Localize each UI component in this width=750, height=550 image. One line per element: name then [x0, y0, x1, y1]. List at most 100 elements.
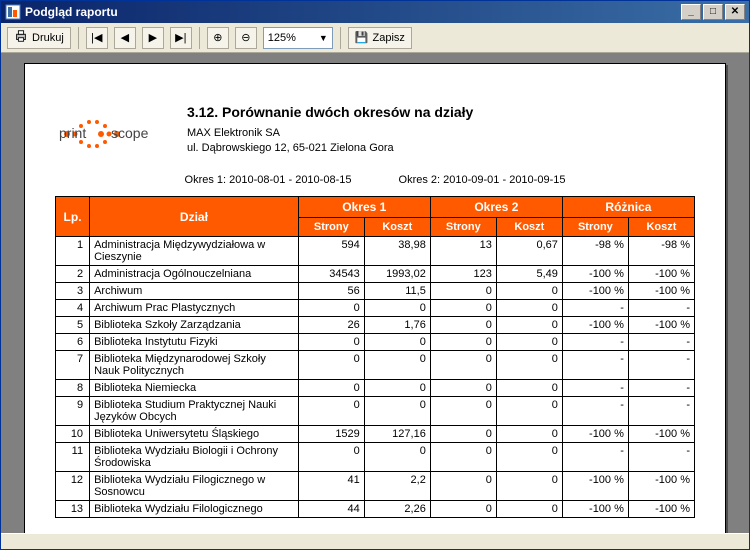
- last-page-icon: ▶|: [175, 31, 186, 44]
- minimize-button[interactable]: _: [681, 4, 701, 20]
- zoom-out-button[interactable]: ⊖: [235, 27, 257, 49]
- cell-r-koszt: -100 %: [628, 283, 694, 300]
- cell-o1-strony: 0: [298, 443, 364, 472]
- cell-o1-koszt: 0: [364, 380, 430, 397]
- th-koszt: Koszt: [364, 218, 430, 237]
- cell-o2-strony: 0: [430, 351, 496, 380]
- zoom-combo[interactable]: 125% ▼: [263, 27, 333, 49]
- cell-r-koszt: -100 %: [628, 472, 694, 501]
- last-page-button[interactable]: ▶|: [170, 27, 192, 49]
- cell-o1-koszt: 2,2: [364, 472, 430, 501]
- window-system-buttons: _ □ ✕: [681, 4, 745, 20]
- cell-lp: 4: [56, 300, 90, 317]
- cell-o2-strony: 0: [430, 300, 496, 317]
- cell-r-koszt: -: [628, 380, 694, 397]
- window-title: Podgląd raportu: [25, 5, 118, 19]
- cell-name: Biblioteka Studium Praktycznej Nauki Jęz…: [90, 397, 299, 426]
- cell-o1-strony: 0: [298, 334, 364, 351]
- cell-lp: 9: [56, 397, 90, 426]
- table-row: 5Biblioteka Szkoły Zarządzania261,7600-1…: [56, 317, 695, 334]
- cell-name: Archiwum: [90, 283, 299, 300]
- table-row: 2Administracja Ogólnouczelniana345431993…: [56, 266, 695, 283]
- cell-o1-strony: 34543: [298, 266, 364, 283]
- cell-o2-strony: 123: [430, 266, 496, 283]
- cell-o2-koszt: 0: [496, 501, 562, 518]
- cell-o1-strony: 26: [298, 317, 364, 334]
- save-icon: 💾: [355, 31, 369, 44]
- cell-r-koszt: -100 %: [628, 317, 694, 334]
- cell-o1-koszt: 1993,02: [364, 266, 430, 283]
- cell-o2-koszt: 0: [496, 380, 562, 397]
- cell-lp: 7: [56, 351, 90, 380]
- th-strony: Strony: [562, 218, 628, 237]
- table-row: 13Biblioteka Wydziału Filologicznego442,…: [56, 501, 695, 518]
- maximize-button[interactable]: □: [703, 4, 723, 20]
- chevron-down-icon: ▼: [319, 33, 328, 43]
- cell-r-strony: -: [562, 397, 628, 426]
- th-roznica: Różnica: [562, 197, 694, 218]
- printer-icon: [14, 29, 28, 46]
- cell-r-koszt: -100 %: [628, 426, 694, 443]
- cell-o1-strony: 56: [298, 283, 364, 300]
- cell-name: Administracja Międzywydziałowa w Cieszyn…: [90, 237, 299, 266]
- cell-o2-koszt: 0: [496, 283, 562, 300]
- th-dzial: Dział: [90, 197, 299, 237]
- table-row: 11Biblioteka Wydziału Biologii i Ochrony…: [56, 443, 695, 472]
- table-row: 9Biblioteka Studium Praktycznej Nauki Ję…: [56, 397, 695, 426]
- cell-o1-koszt: 127,16: [364, 426, 430, 443]
- cell-o2-koszt: 0: [496, 426, 562, 443]
- cell-r-koszt: -: [628, 300, 694, 317]
- next-page-button[interactable]: ▶: [142, 27, 164, 49]
- cell-r-koszt: -: [628, 351, 694, 380]
- report-title: 3.12. Porównanie dwóch okresów na działy: [187, 104, 473, 120]
- cell-o1-koszt: 0: [364, 443, 430, 472]
- close-button[interactable]: ✕: [725, 4, 745, 20]
- save-label: Zapisz: [373, 32, 405, 44]
- cell-o1-koszt: 0: [364, 351, 430, 380]
- cell-r-koszt: -: [628, 443, 694, 472]
- period2-label: Okres 2: 2010-09-01 - 2010-09-15: [399, 174, 566, 186]
- cell-o1-koszt: 0: [364, 334, 430, 351]
- table-row: 6Biblioteka Instytutu Fizyki0000--: [56, 334, 695, 351]
- cell-o2-koszt: 5,49: [496, 266, 562, 283]
- company-address: ul. Dąbrowskiego 12, 65-021 Zielona Gora: [187, 141, 473, 156]
- cell-r-strony: -: [562, 300, 628, 317]
- cell-o1-strony: 0: [298, 351, 364, 380]
- cell-lp: 5: [56, 317, 90, 334]
- cell-o2-strony: 0: [430, 334, 496, 351]
- cell-o1-strony: 594: [298, 237, 364, 266]
- report-viewport[interactable]: print scope 3.12. Porównanie dwóch okres…: [1, 53, 749, 533]
- cell-o1-strony: 1529: [298, 426, 364, 443]
- cell-lp: 10: [56, 426, 90, 443]
- cell-name: Biblioteka Wydziału Biologii i Ochrony Ś…: [90, 443, 299, 472]
- cell-o1-koszt: 0: [364, 397, 430, 426]
- table-row: 7Biblioteka Międzynarodowej Szkoły Nauk …: [56, 351, 695, 380]
- cell-o1-koszt: 11,5: [364, 283, 430, 300]
- prev-page-icon: ◀: [121, 31, 129, 44]
- table-row: 4Archiwum Prac Plastycznych0000--: [56, 300, 695, 317]
- print-button[interactable]: Drukuj: [7, 27, 71, 49]
- th-lp: Lp.: [56, 197, 90, 237]
- cell-name: Biblioteka Uniwersytetu Śląskiego: [90, 426, 299, 443]
- zoom-in-icon: ⊕: [213, 31, 222, 44]
- save-button[interactable]: 💾 Zapisz: [348, 27, 412, 49]
- cell-o1-strony: 44: [298, 501, 364, 518]
- cell-lp: 11: [56, 443, 90, 472]
- cell-o2-koszt: 0: [496, 317, 562, 334]
- cell-lp: 13: [56, 501, 90, 518]
- cell-o2-strony: 0: [430, 283, 496, 300]
- cell-r-strony: -100 %: [562, 266, 628, 283]
- zoom-in-button[interactable]: ⊕: [207, 27, 229, 49]
- cell-o1-strony: 0: [298, 380, 364, 397]
- cell-r-koszt: -98 %: [628, 237, 694, 266]
- cell-r-strony: -: [562, 443, 628, 472]
- company-name: MAX Elektronik SA: [187, 126, 473, 141]
- first-page-button[interactable]: |◀: [86, 27, 108, 49]
- zoom-value: 125%: [268, 32, 296, 44]
- table-row: 3Archiwum5611,500-100 %-100 %: [56, 283, 695, 300]
- table-row: 1Administracja Międzywydziałowa w Cieszy…: [56, 237, 695, 266]
- prev-page-button[interactable]: ◀: [114, 27, 136, 49]
- cell-name: Administracja Ogólnouczelniana: [90, 266, 299, 283]
- cell-name: Biblioteka Szkoły Zarządzania: [90, 317, 299, 334]
- table-row: 8Biblioteka Niemiecka0000--: [56, 380, 695, 397]
